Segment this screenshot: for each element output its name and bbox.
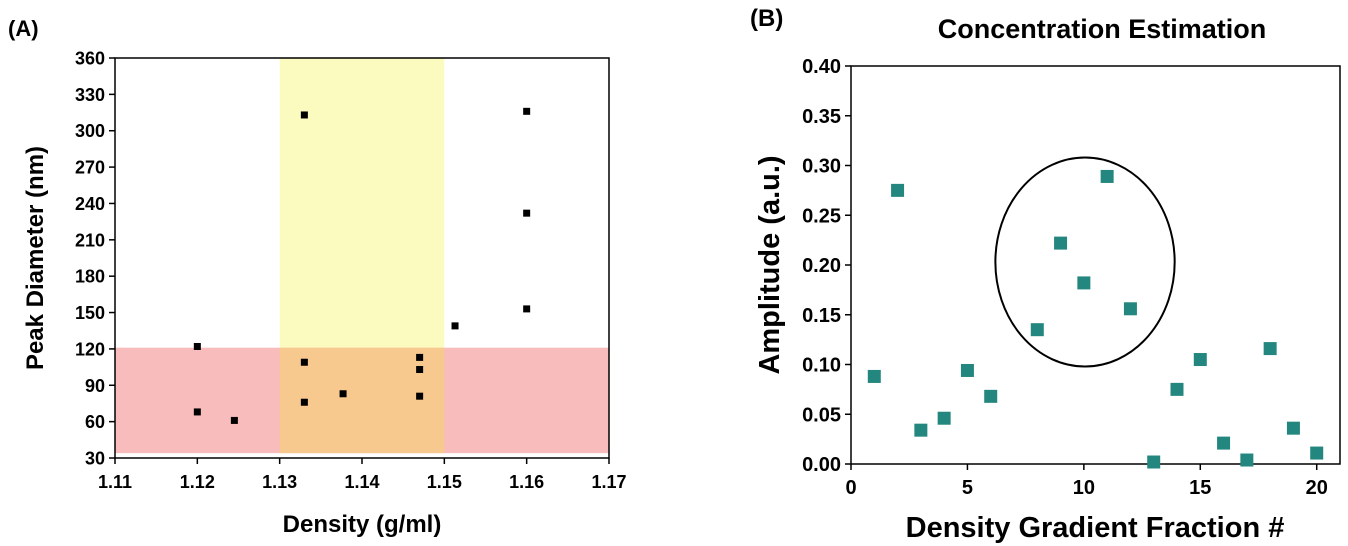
data-point bbox=[984, 389, 998, 403]
x-tick-label: 1.16 bbox=[509, 472, 544, 492]
y-tick-label: 0.05 bbox=[802, 404, 841, 426]
y-tick-label: 0.15 bbox=[802, 305, 841, 327]
panel-b-label: (B) bbox=[750, 5, 783, 32]
data-point bbox=[1240, 453, 1254, 467]
y-tick-label: 300 bbox=[75, 121, 105, 141]
y-tick-label: 210 bbox=[75, 230, 105, 250]
panel-b-y-ticks: 0.00 0.05 0.10 0.15 0.20 0.25 0.30 0.35 0.40 bbox=[802, 56, 851, 476]
data-point bbox=[1217, 436, 1231, 450]
x-tick-label: 5 bbox=[962, 477, 973, 499]
data-point bbox=[1077, 276, 1091, 290]
data-point bbox=[1147, 455, 1161, 469]
data-point bbox=[891, 183, 905, 197]
data-point bbox=[914, 423, 928, 437]
data-point bbox=[1030, 323, 1044, 337]
panel-b-x-axis-label: Density Gradient Fraction # bbox=[906, 512, 1285, 544]
data-point bbox=[523, 305, 531, 313]
data-point bbox=[1123, 302, 1137, 316]
y-tick-label: 0.00 bbox=[802, 454, 841, 476]
panel-b: (B) Concentration Estimation 0.00 0.05 0.1… bbox=[750, 5, 1341, 544]
data-point bbox=[1054, 236, 1068, 250]
y-tick-label: 240 bbox=[75, 194, 105, 214]
panel-b-y-axis-label: Amplitude (a.u.) bbox=[754, 155, 786, 374]
data-point bbox=[1286, 421, 1300, 435]
x-tick-label: 20 bbox=[1306, 477, 1328, 499]
data-point bbox=[1170, 382, 1184, 396]
y-tick-label: 0.25 bbox=[802, 205, 841, 227]
data-point bbox=[416, 366, 424, 374]
panel-b-points bbox=[867, 169, 1324, 469]
x-tick-label: 1.15 bbox=[427, 472, 462, 492]
data-point bbox=[523, 107, 531, 115]
data-point bbox=[867, 369, 881, 383]
x-tick-label: 1.14 bbox=[344, 472, 379, 492]
panel-a-points bbox=[193, 107, 531, 424]
panel-a-label: (A) bbox=[8, 16, 39, 41]
data-point bbox=[1263, 342, 1277, 356]
panel-a-y-ticks: 30 60 90 120 150 180 210 240 270 300 330 360 bbox=[75, 48, 115, 468]
y-tick-label: 0.20 bbox=[802, 255, 841, 277]
data-point bbox=[523, 209, 531, 217]
data-point bbox=[300, 111, 308, 119]
x-tick-label: 1.11 bbox=[98, 472, 132, 492]
data-point bbox=[339, 390, 347, 398]
data-point bbox=[1193, 353, 1207, 367]
data-point bbox=[937, 411, 951, 425]
panel-b-plot-frame bbox=[850, 65, 1341, 465]
data-point bbox=[416, 392, 424, 400]
y-tick-label: 0.40 bbox=[802, 56, 841, 78]
y-tick-label: 180 bbox=[75, 267, 105, 287]
x-tick-label: 1.13 bbox=[262, 472, 297, 492]
data-point bbox=[1100, 169, 1114, 183]
panel-b-x-ticks: 0 5 10 15 20 bbox=[845, 464, 1328, 499]
y-tick-label: 90 bbox=[85, 376, 105, 396]
panel-a: (A) 30 60 90 120 150 180 210 240 270 300 330 360 1.… bbox=[8, 16, 627, 538]
y-tick-label: 0.30 bbox=[802, 156, 841, 178]
y-tick-label: 330 bbox=[75, 85, 105, 105]
x-tick-label: 1.17 bbox=[591, 472, 626, 492]
x-tick-label: 0 bbox=[845, 477, 856, 499]
data-point bbox=[193, 342, 201, 350]
y-tick-label: 150 bbox=[75, 303, 105, 323]
data-point bbox=[416, 353, 424, 361]
panel-a-shaded-regions bbox=[115, 58, 609, 454]
data-point bbox=[300, 398, 308, 406]
y-tick-label: 30 bbox=[85, 448, 105, 468]
y-tick-label: 360 bbox=[75, 48, 105, 68]
y-tick-label: 120 bbox=[75, 339, 105, 359]
panel-b-highlight-ellipse bbox=[994, 156, 1176, 368]
shaded-region-2 bbox=[279, 58, 445, 348]
panel-a-x-ticks: 1.11 1.12 1.13 1.14 1.15 1.16 1.17 bbox=[98, 458, 627, 492]
data-point bbox=[451, 322, 459, 330]
y-tick-label: 0.35 bbox=[802, 106, 841, 128]
x-tick-label: 15 bbox=[1189, 477, 1211, 499]
panel-a-x-axis-label: Density (g/ml) bbox=[283, 511, 442, 538]
x-tick-label: 10 bbox=[1073, 477, 1095, 499]
data-point bbox=[193, 408, 201, 416]
panel-b-title: Concentration Estimation bbox=[938, 14, 1267, 44]
y-tick-label: 0.10 bbox=[802, 355, 841, 377]
data-point bbox=[230, 416, 238, 424]
data-point bbox=[960, 363, 974, 377]
panel-a-y-axis-label: Peak Diameter (nm) bbox=[22, 146, 49, 370]
y-tick-label: 270 bbox=[75, 158, 105, 178]
data-point bbox=[1310, 446, 1324, 460]
y-tick-label: 60 bbox=[85, 412, 105, 432]
x-tick-label: 1.12 bbox=[180, 472, 215, 492]
data-point bbox=[300, 358, 308, 366]
